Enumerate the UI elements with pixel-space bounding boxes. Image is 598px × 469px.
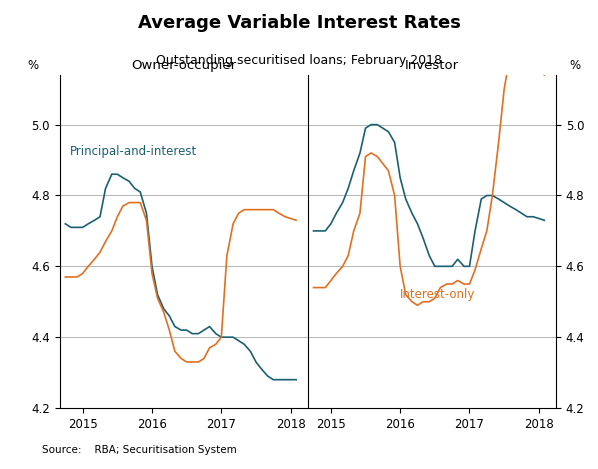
Text: Average Variable Interest Rates: Average Variable Interest Rates [138, 14, 460, 32]
Text: Source:    RBA; Securitisation System: Source: RBA; Securitisation System [42, 445, 237, 455]
Text: Principal-and-interest: Principal-and-interest [70, 145, 197, 158]
Text: %: % [570, 59, 581, 72]
Text: %: % [28, 59, 39, 72]
Title: Owner-occupier: Owner-occupier [132, 60, 236, 73]
Text: Interest-only: Interest-only [400, 288, 475, 301]
Text: Outstanding securitised loans; February 2018: Outstanding securitised loans; February … [156, 54, 442, 67]
Title: Investor: Investor [405, 60, 459, 73]
